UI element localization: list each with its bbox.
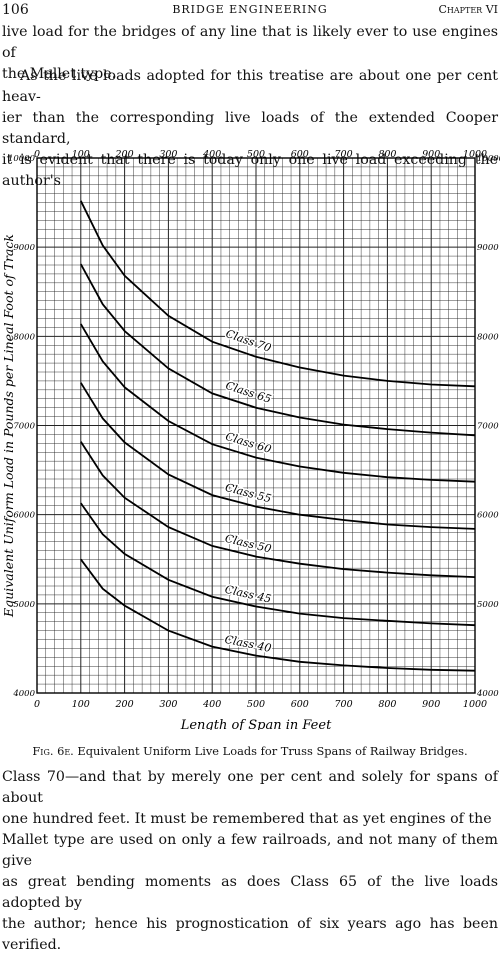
chapter-label: Chapter VI: [438, 3, 498, 16]
series-label: Class 70: [224, 327, 273, 355]
text-line: as great bending moments as does Class 6…: [2, 874, 498, 911]
y-tick-label-right: 8000: [477, 332, 499, 342]
series-curve: [79, 200, 476, 388]
x-tick-label-bottom: 1000: [463, 699, 487, 710]
x-tick-label-bottom: 600: [291, 699, 309, 710]
text-line: Class 70—and that by merely one per cent…: [2, 769, 498, 806]
text-line: live load for the bridges of any line th…: [2, 24, 498, 61]
x-tick-label-top: 600: [291, 150, 309, 160]
y-tick-label-left: 4000: [12, 689, 35, 699]
x-tick-label-bottom: 700: [335, 699, 353, 710]
text-line: As the live loads adopted for this treat…: [2, 68, 498, 105]
paragraph-2: As the live loads adopted for this treat…: [2, 66, 498, 192]
y-tick-label-right: 4000: [476, 689, 499, 699]
x-tick-label-top: 700: [335, 150, 353, 160]
x-tick-label-bottom: 0: [34, 699, 40, 710]
series-label: Class 50: [224, 532, 273, 556]
x-tick-label-bottom: 500: [247, 699, 265, 710]
x-tick-label-top: 100: [72, 150, 90, 160]
series-label: Class 55: [224, 481, 273, 506]
text-line: Mallet type are used on only a few railr…: [2, 832, 498, 869]
running-title: BRIDGE ENGINEERING: [172, 3, 328, 16]
series-curve: [80, 382, 476, 530]
x-tick-label-top: 200: [115, 150, 134, 160]
y-tick-label-left: 6000: [13, 511, 35, 521]
y-tick-label-left: 9000: [13, 243, 35, 253]
y-tick-label-right: 10000: [477, 154, 500, 164]
x-tick-label-top: 800: [378, 150, 396, 160]
y-axis-label: Equivalent Uniform Load in Pounds per Li…: [1, 234, 16, 618]
x-tick-label-bottom: 400: [202, 699, 221, 710]
page-header: 106 BRIDGE ENGINEERING Chapter VI: [0, 0, 500, 20]
page-number: 106: [2, 2, 29, 18]
series-curve: [80, 441, 476, 578]
y-tick-label-right: 7000: [477, 422, 499, 432]
caption-text: Equivalent Uniform Live Loads for Truss …: [77, 744, 468, 758]
plot-frame: [36, 157, 476, 694]
y-tick-label-left: 8000: [13, 332, 35, 342]
series-label: Class 65: [224, 379, 273, 406]
y-tick-label-left: 5000: [13, 600, 35, 610]
x-axis-label: Length of Span in Feet: [180, 718, 332, 730]
y-tick-label-right: 5000: [477, 600, 499, 610]
y-tick-label-left: 7000: [13, 422, 35, 432]
figure-number: Fig. 6e.: [32, 744, 74, 758]
text-line: one hundred feet. It must be remembered …: [2, 811, 492, 827]
x-tick-label-top: 400: [202, 150, 221, 160]
figure-caption: Fig. 6e. Equivalent Uniform Live Loads f…: [0, 744, 500, 758]
x-tick-label-bottom: 900: [422, 699, 440, 710]
x-tick-label-top: 1000: [463, 150, 487, 160]
series-curve: [80, 502, 476, 627]
figure-chart: 0 0 100 100 200 200 300 300 400 400 500 500 600 600 70…: [0, 149, 500, 733]
paragraph-1: live load for the bridges of any line th…: [2, 22, 498, 85]
x-tick-label-bottom: 300: [159, 699, 177, 710]
x-tick-label-bottom: 200: [115, 699, 134, 710]
x-tick-label-bottom: 100: [72, 699, 90, 710]
text-line: it is evident that there is today only o…: [2, 152, 498, 189]
y-tick-label-left: 10000: [8, 154, 36, 164]
y-tick-label-right: 9000: [477, 243, 499, 253]
x-tick-label-top: 300: [159, 150, 177, 160]
x-tick-label-top: 500: [247, 150, 265, 160]
load-chart: 0 0 100 100 200 200 300 300 400 400 500 500 600 600 70…: [1, 149, 500, 733]
x-tick-label-top: 0: [34, 150, 40, 160]
series-curve: [80, 558, 476, 672]
x-tick-label-bottom: 800: [378, 699, 396, 710]
y-tick-label-right: 6000: [477, 511, 499, 521]
series-curve: [80, 263, 476, 437]
text-line: the Mallet type.: [2, 66, 117, 82]
series-curve: [80, 323, 476, 483]
x-tick-label-top: 900: [422, 150, 440, 160]
text-line: ier than the corresponding live loads of…: [2, 110, 498, 147]
series-label: Class 40: [224, 633, 273, 655]
paragraph-3: Class 70—and that by merely one per cent…: [2, 767, 498, 956]
text-line: the author; hence his prognostication of…: [2, 916, 498, 953]
